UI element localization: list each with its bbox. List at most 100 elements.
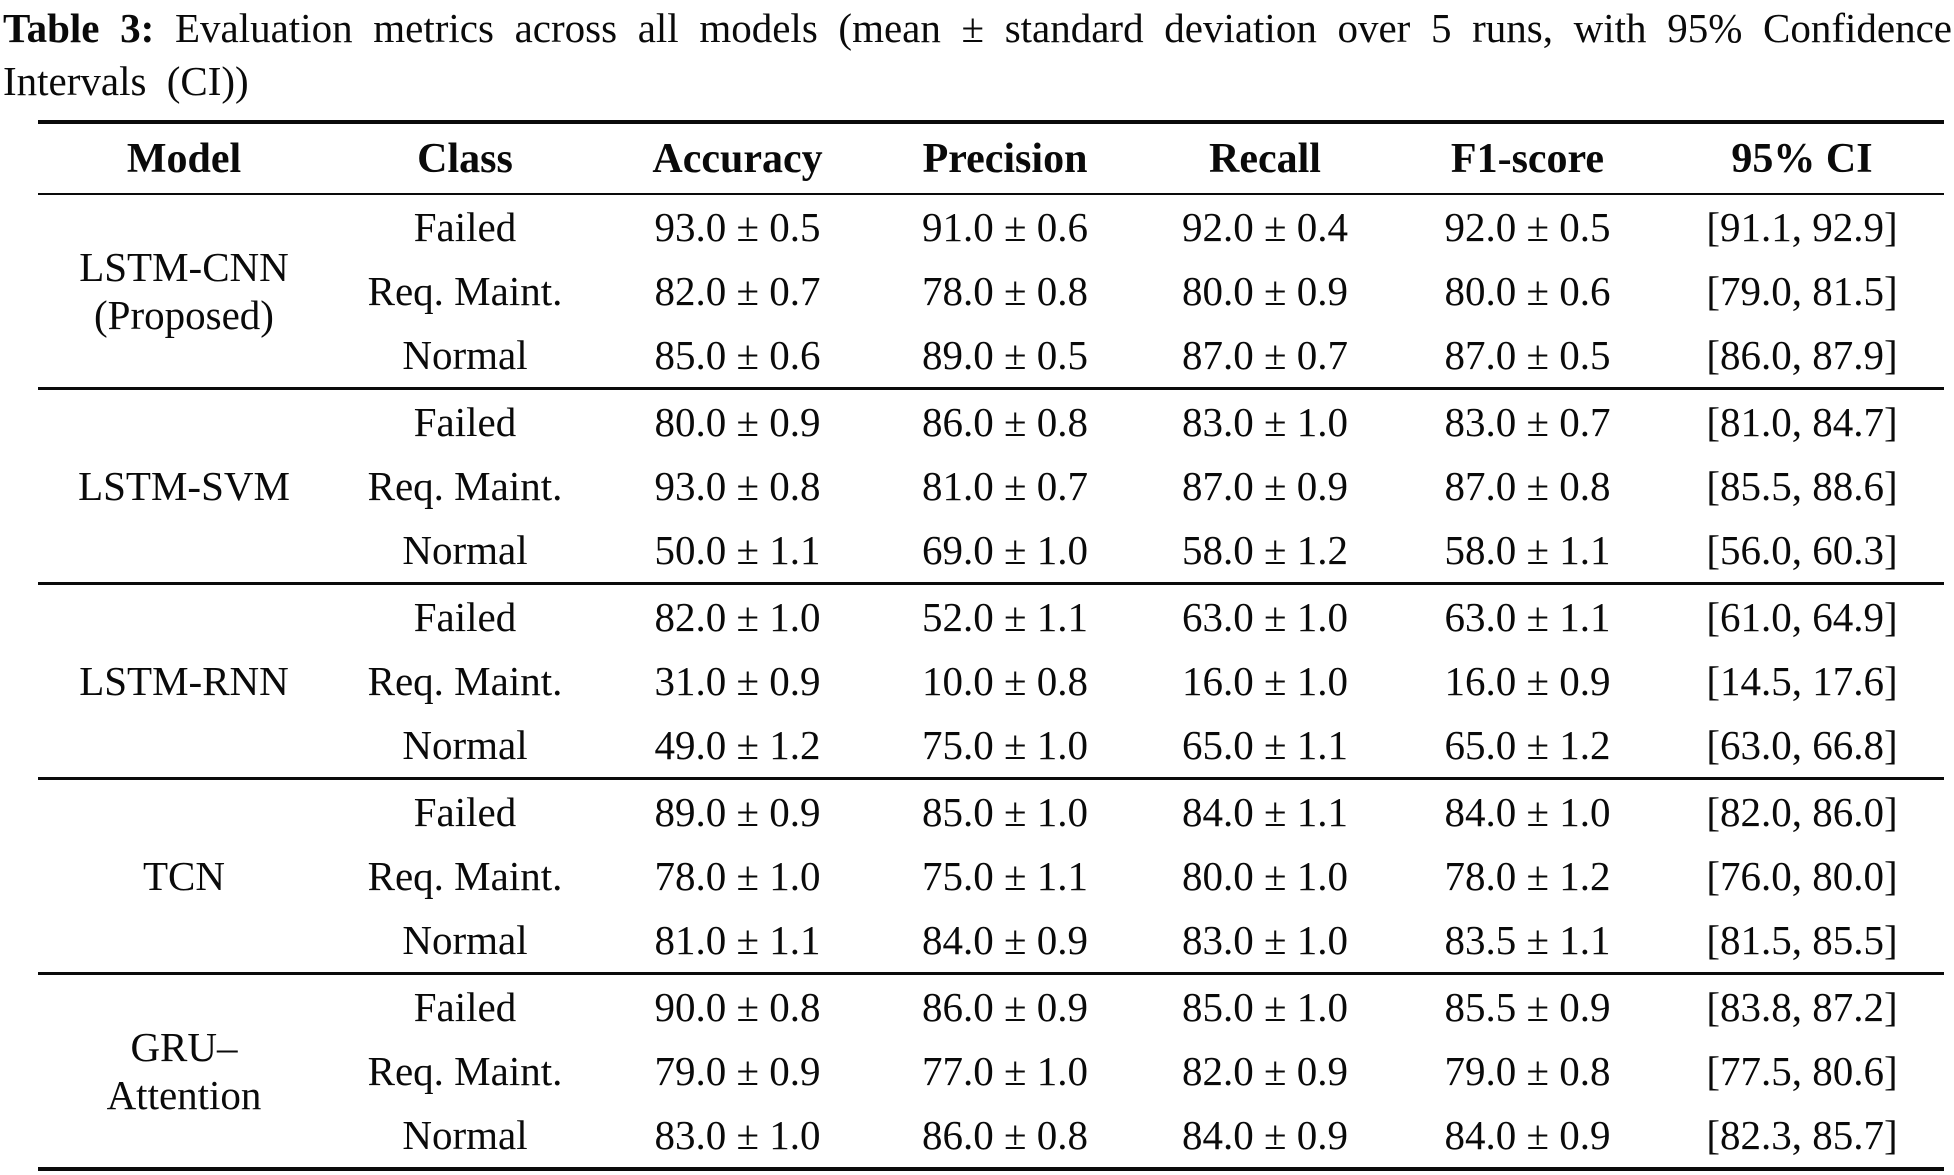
cell-class: Failed — [413, 399, 517, 445]
cell-ci: [56.0, 60.3] — [1706, 527, 1898, 573]
table-row: Req. Maint. 82.0 ± 0.7 78.0 ± 0.8 80.0 ± 0.… — [38, 259, 1944, 323]
model-name-line: GRU– — [130, 1023, 238, 1070]
metrics-table: Model Class Accuracy Precision Recall F1-scor… — [38, 120, 1944, 1171]
cell-precision: 75.0 ± 1.1 — [921, 853, 1088, 899]
table-row: Req. Maint. 79.0 ± 0.9 77.0 ± 1.0 82.0 ± 0.… — [38, 1039, 1944, 1103]
cell-recall: 65.0 ± 1.1 — [1181, 722, 1348, 768]
cell-f1: 63.0 ± 1.1 — [1444, 594, 1611, 640]
table-row: TCN Failed 89.0 ± 0.9 85.0 ± 1.0 84.0 ± 1.1 8… — [38, 779, 1944, 899]
cell-class: Failed — [413, 594, 517, 640]
cell-class: Normal — [402, 917, 528, 963]
caption-text: Evaluation metrics across all models (me… — [3, 5, 1953, 104]
model-name-line: LSTM-RNN — [79, 657, 289, 704]
cell-f1: 80.0 ± 0.6 — [1444, 268, 1611, 314]
table-row: Normal 85.0 ± 0.6 89.0 ± 0.5 87.0 ± 0.7 87.0… — [38, 323, 1944, 389]
header-row: Model Class Accuracy Precision Recall F1-scor… — [38, 122, 1944, 194]
cell-precision: 52.0 ± 1.1 — [921, 594, 1088, 640]
model-group-tcn: TCN Failed 89.0 ± 0.9 85.0 ± 1.0 84.0 ± 1.1 8… — [38, 779, 1944, 974]
cell-ci: [76.0, 80.0] — [1706, 853, 1898, 899]
cell-accuracy: 81.0 ± 1.1 — [654, 917, 821, 963]
table-row: Req. Maint. 78.0 ± 1.0 75.0 ± 1.1 80.0 ± 1.… — [38, 844, 1944, 908]
cell-class: Req. Maint. — [367, 1048, 563, 1094]
cell-recall: 80.0 ± 1.0 — [1181, 853, 1348, 899]
cell-recall: 63.0 ± 1.0 — [1181, 594, 1348, 640]
caption-label: Table 3: — [3, 5, 155, 51]
table-row: LSTM-SVM Failed 80.0 ± 0.9 86.0 ± 0.8 83.0 ±… — [38, 389, 1944, 509]
cell-class: Req. Maint. — [367, 658, 563, 704]
cell-precision: 78.0 ± 0.8 — [921, 268, 1088, 314]
table-row: Req. Maint. 93.0 ± 0.8 81.0 ± 0.7 87.0 ± 0.… — [38, 454, 1944, 518]
model-name-line: Attention — [106, 1072, 262, 1118]
cell-recall: 58.0 ± 1.2 — [1181, 527, 1348, 573]
cell-precision: 84.0 ± 0.9 — [921, 917, 1088, 963]
cell-recall: 16.0 ± 1.0 — [1181, 658, 1348, 704]
cell-f1: 92.0 ± 0.5 — [1444, 204, 1611, 250]
table-row: Normal 49.0 ± 1.2 75.0 ± 1.0 65.0 ± 1.1 65.0… — [38, 713, 1944, 779]
cell-f1: 83.5 ± 1.1 — [1444, 917, 1611, 963]
cell-f1: 87.0 ± 0.5 — [1444, 332, 1611, 378]
cell-class: Req. Maint. — [367, 463, 563, 509]
cell-precision: 69.0 ± 1.0 — [921, 527, 1088, 573]
cell-recall: 82.0 ± 0.9 — [1181, 1048, 1348, 1094]
table-row: GRU– Attention Failed 90.0 ± 0.8 86.0 ± 0.9 8… — [38, 974, 1944, 1118]
cell-f1: 83.0 ± 0.7 — [1444, 399, 1611, 445]
cell-precision: 89.0 ± 0.5 — [921, 332, 1088, 378]
cell-class: Normal — [402, 722, 528, 768]
cell-recall: 85.0 ± 1.0 — [1181, 984, 1348, 1030]
cell-precision: 10.0 ± 0.8 — [921, 658, 1088, 704]
table-header: Model Class Accuracy Precision Recall F1-scor… — [38, 122, 1944, 194]
cell-precision: 86.0 ± 0.8 — [921, 399, 1088, 445]
cell-accuracy: 93.0 ± 0.8 — [654, 463, 821, 509]
cell-precision: 91.0 ± 0.6 — [921, 204, 1088, 250]
cell-class: Req. Maint. — [367, 268, 563, 314]
cell-accuracy: 31.0 ± 0.9 — [654, 658, 821, 704]
cell-recall: 83.0 ± 1.0 — [1181, 917, 1348, 963]
model-group-lstm-rnn: LSTM-RNN Failed 82.0 ± 1.0 52.0 ± 1.1 63.0 ±… — [38, 584, 1944, 779]
cell-f1: 65.0 ± 1.2 — [1444, 722, 1611, 768]
cell-ci: [86.0, 87.9] — [1706, 332, 1898, 378]
cell-f1: 87.0 ± 0.8 — [1444, 463, 1611, 509]
cell-accuracy: 49.0 ± 1.2 — [654, 722, 821, 768]
cell-f1: 84.0 ± 1.0 — [1444, 789, 1611, 835]
cell-f1: 85.5 ± 0.9 — [1444, 984, 1611, 1030]
table-row: Normal 83.0 ± 1.0 86.0 ± 0.8 84.0 ± 0.9 84.0… — [38, 1103, 1944, 1169]
model-name: LSTM-SVM — [38, 389, 330, 584]
cell-f1: 58.0 ± 1.1 — [1444, 527, 1611, 573]
cell-ci: [63.0, 66.8] — [1706, 722, 1898, 768]
cell-ci: [81.5, 85.5] — [1706, 917, 1898, 963]
cell-class: Failed — [413, 789, 517, 835]
cell-class: Failed — [413, 984, 517, 1030]
cell-precision: 86.0 ± 0.8 — [921, 1112, 1088, 1158]
cell-accuracy: 93.0 ± 0.5 — [654, 204, 821, 250]
model-group-gru-attention: GRU– Attention Failed 90.0 ± 0.8 86.0 ± 0.9 8… — [38, 974, 1944, 1170]
model-name-line: LSTM-SVM — [78, 462, 290, 509]
cell-precision: 86.0 ± 0.9 — [921, 984, 1088, 1030]
model-name-line: TCN — [143, 852, 225, 899]
col-header-95-ci: 95% CI — [1731, 135, 1873, 182]
cell-f1: 16.0 ± 0.9 — [1444, 658, 1611, 704]
cell-class: Normal — [402, 1112, 528, 1158]
col-header-class: Class — [417, 135, 513, 182]
cell-f1: 79.0 ± 0.8 — [1444, 1048, 1611, 1094]
cell-ci: [82.0, 86.0] — [1706, 789, 1898, 835]
cell-class: Req. Maint. — [367, 853, 563, 899]
model-name: LSTM-CNN (Proposed) — [38, 194, 330, 389]
cell-accuracy: 85.0 ± 0.6 — [654, 332, 821, 378]
cell-precision: 81.0 ± 0.7 — [921, 463, 1088, 509]
cell-accuracy: 89.0 ± 0.9 — [654, 789, 821, 835]
cell-recall: 87.0 ± 0.7 — [1181, 332, 1348, 378]
cell-ci: [91.1, 92.9] — [1706, 204, 1898, 250]
cell-accuracy: 82.0 ± 0.7 — [654, 268, 821, 314]
model-group-lstm-svm: LSTM-SVM Failed 80.0 ± 0.9 86.0 ± 0.8 83.0 ±… — [38, 389, 1944, 584]
model-name: GRU– Attention — [38, 974, 330, 1170]
cell-ci: [82.3, 85.7] — [1706, 1112, 1898, 1158]
table-row: Normal 50.0 ± 1.1 69.0 ± 1.0 58.0 ± 1.2 58.0… — [38, 518, 1944, 584]
cell-ci: [61.0, 64.9] — [1706, 594, 1898, 640]
cell-class: Failed — [413, 204, 517, 250]
col-header-model: Model — [126, 135, 242, 182]
cell-precision: 75.0 ± 1.0 — [921, 722, 1088, 768]
model-name-line: (Proposed) — [94, 292, 274, 338]
model-name: LSTM-RNN — [38, 584, 330, 779]
cell-recall: 84.0 ± 0.9 — [1181, 1112, 1348, 1158]
